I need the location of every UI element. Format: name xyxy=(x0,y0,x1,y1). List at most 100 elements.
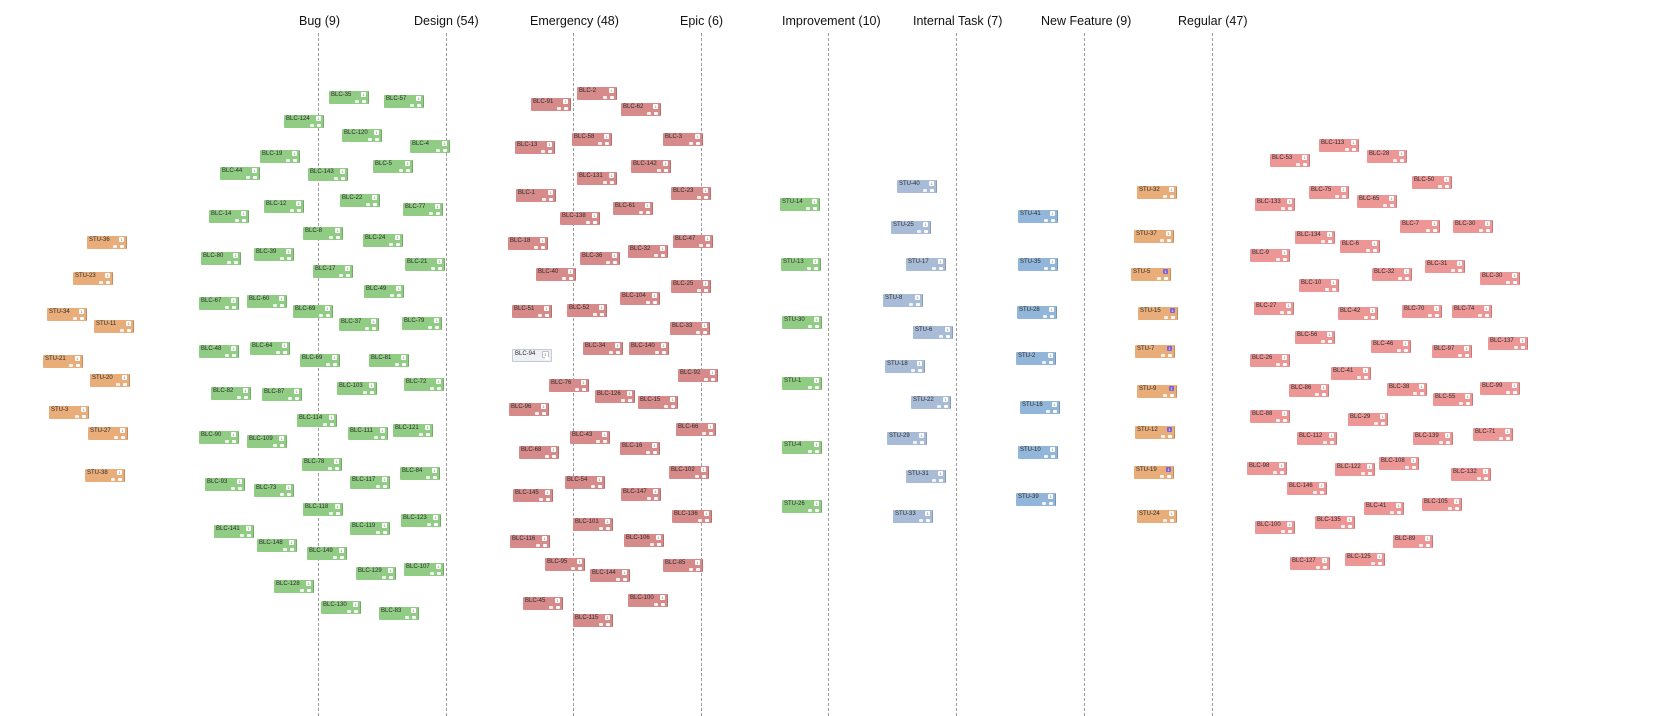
ticket-card[interactable]: BLC-22 1 xyxy=(340,194,380,207)
ticket-card[interactable]: BLC-118 1 xyxy=(303,503,343,516)
ticket-card[interactable]: STU-41 1 xyxy=(1018,210,1058,223)
ticket-card[interactable]: STU-3 1 xyxy=(49,406,89,419)
ticket-card[interactable]: BLC-130 1 xyxy=(321,601,361,614)
ticket-card[interactable]: BLC-75 1 xyxy=(1309,186,1349,199)
ticket-card[interactable]: BLC-144 1 xyxy=(590,569,630,582)
ticket-card[interactable]: STU-9 1 xyxy=(1137,385,1177,398)
ticket-card[interactable]: BLC-25 1 xyxy=(671,280,711,293)
ticket-card[interactable]: BLC-57 1 xyxy=(384,95,424,108)
ticket-card[interactable]: BLC-72 1 xyxy=(404,378,444,391)
ticket-card[interactable]: BLC-2 1 xyxy=(577,87,617,100)
ticket-card[interactable]: STU-15 1 xyxy=(1138,307,1178,320)
ticket-card[interactable]: BLC-105 1 xyxy=(1422,498,1462,511)
ticket-card[interactable]: BLC-115 1 xyxy=(573,614,613,627)
ticket-card[interactable]: BLC-114 1 xyxy=(297,414,337,427)
ticket-card[interactable]: BLC-97 1 xyxy=(1432,345,1472,358)
ticket-card[interactable]: STU-13 1 xyxy=(781,258,821,271)
ticket-card[interactable]: BLC-1 1 xyxy=(516,189,556,202)
column-header-design[interactable]: Design (54) xyxy=(414,14,479,28)
ticket-card[interactable]: STU-28 1 xyxy=(1017,306,1057,319)
ticket-card[interactable]: BLC-149 1 xyxy=(307,547,347,560)
ticket-card[interactable]: BLC-121 1 xyxy=(393,424,433,437)
ticket-card[interactable]: BLC-145 1 xyxy=(513,489,553,502)
ticket-card[interactable]: BLC-60 1 xyxy=(247,295,287,308)
ticket-card[interactable]: BLC-48 1 xyxy=(199,345,239,358)
ticket-card[interactable]: BLC-50 1 xyxy=(1412,176,1452,189)
ticket-card[interactable]: BLC-27 1 xyxy=(1254,302,1294,315)
column-header-epic[interactable]: Epic (6) xyxy=(680,14,724,28)
ticket-card[interactable]: BLC-47 1 xyxy=(673,235,713,248)
ticket-card[interactable]: BLC-91 1 xyxy=(531,98,571,111)
ticket-card[interactable]: BLC-137 1 xyxy=(1488,337,1528,350)
ticket-card[interactable]: BLC-69 1 xyxy=(300,354,340,367)
ticket-card[interactable]: STU-26 1 xyxy=(782,500,822,513)
ticket-card[interactable]: BLC-112 1 xyxy=(1297,432,1337,445)
ticket-card[interactable]: BLC-99 1 xyxy=(1480,382,1520,395)
ticket-card[interactable]: BLC-85 1 xyxy=(663,559,703,572)
ticket-card[interactable]: STU-37 1 xyxy=(1134,230,1174,243)
ticket-card[interactable]: BLC-82 1 xyxy=(211,387,251,400)
ticket-card[interactable]: BLC-88 1 xyxy=(1250,410,1290,423)
ticket-card[interactable]: BLC-126 1 xyxy=(595,390,635,403)
ticket-card[interactable]: BLC-56 1 xyxy=(1295,331,1335,344)
column-header-regular[interactable]: Regular (47) xyxy=(1178,14,1248,28)
ticket-card[interactable]: BLC-140 1 xyxy=(629,342,669,355)
column-header-improvement[interactable]: Improvement (10) xyxy=(782,14,881,28)
ticket-card[interactable]: BLC-13 1 xyxy=(515,141,555,154)
ticket-card[interactable]: BLC-18 1 xyxy=(508,237,548,250)
ticket-card[interactable]: BLC-80 1 xyxy=(201,252,241,265)
ticket-card[interactable]: BLC-43 1 xyxy=(570,431,610,444)
ticket-card[interactable]: BLC-73 1 xyxy=(254,484,294,497)
ticket-card[interactable]: BLC-54 1 xyxy=(565,476,605,489)
ticket-card[interactable]: BLC-52 1 xyxy=(567,304,607,317)
ticket-card[interactable]: BLC-129 1 xyxy=(356,567,396,580)
ticket-card[interactable]: BLC-9 1 xyxy=(1250,249,1290,262)
ticket-card[interactable]: STU-24 1 xyxy=(1137,510,1177,523)
ticket-card[interactable]: BLC-146 1 xyxy=(1287,482,1327,495)
ticket-card[interactable]: BLC-67 1 xyxy=(199,297,239,310)
ticket-card[interactable]: STU-14 1 xyxy=(780,198,820,211)
ticket-card[interactable]: BLC-38 1 xyxy=(1387,383,1427,396)
ticket-card[interactable]: BLC-104 1 xyxy=(620,292,660,305)
ticket-card[interactable]: BLC-148 1 xyxy=(257,539,297,552)
ticket-card[interactable]: BLC-78 1 xyxy=(302,458,342,471)
ticket-card[interactable]: BLC-76 1 xyxy=(549,379,589,392)
ticket-card[interactable]: BLC-16 1 xyxy=(620,442,660,455)
ticket-card[interactable]: STU-35 1 xyxy=(1018,258,1058,271)
ticket-card[interactable]: STU-10 1 xyxy=(1018,446,1058,459)
ticket-card[interactable]: BLC-89 1 xyxy=(1393,535,1433,548)
ticket-card[interactable]: BLC-102 1 xyxy=(669,466,709,479)
ticket-card[interactable]: BLC-125 1 xyxy=(1345,553,1385,566)
ticket-card[interactable]: BLC-77 1 xyxy=(403,203,443,216)
ticket-card[interactable]: BLC-34 1 xyxy=(583,342,623,355)
ticket-card[interactable]: BLC-49 1 xyxy=(364,285,404,298)
ticket-card[interactable]: STU-21 1 xyxy=(43,355,83,368)
ticket-card[interactable]: BLC-32 1 xyxy=(1372,268,1412,281)
ticket-card[interactable]: BLC-124 1 xyxy=(284,115,324,128)
ticket-card[interactable]: STU-34 1 xyxy=(47,308,87,321)
ticket-card[interactable]: BLC-65 1 xyxy=(1357,195,1397,208)
ticket-card[interactable]: BLC-66 1 xyxy=(676,423,716,436)
ticket-card[interactable]: BLC-30 1 xyxy=(1453,220,1493,233)
ticket-card[interactable]: BLC-86 1 xyxy=(1289,384,1329,397)
ticket-card[interactable]: BLC-68 1 xyxy=(519,446,559,459)
ticket-card[interactable]: BLC-44 1 xyxy=(220,167,260,180)
ticket-card[interactable]: BLC-113 1 xyxy=(1319,139,1359,152)
ticket-card[interactable]: STU-27 1 xyxy=(88,427,128,440)
ticket-card[interactable]: BLC-37 1 xyxy=(339,318,379,331)
ticket-card[interactable]: BLC-5 1 xyxy=(373,160,413,173)
column-header-bug[interactable]: Bug (9) xyxy=(299,14,340,28)
ticket-card[interactable]: BLC-122 1 xyxy=(1335,463,1375,476)
ticket-card[interactable]: BLC-55 1 xyxy=(1433,393,1473,406)
ticket-card[interactable]: BLC-10 1 xyxy=(1299,279,1339,292)
ticket-card[interactable]: STU-36 1 xyxy=(87,236,127,249)
ticket-card[interactable]: BLC-95 1 xyxy=(545,558,585,571)
ticket-card[interactable]: BLC-117 1 xyxy=(350,476,390,489)
ticket-card[interactable]: STU-17 1 xyxy=(906,258,946,271)
ticket-card[interactable]: BLC-39 1 xyxy=(254,248,294,261)
ticket-card[interactable]: STU-19 1 xyxy=(1134,466,1174,479)
ticket-card[interactable]: BLC-42 1 xyxy=(1338,307,1378,320)
ticket-card[interactable]: BLC-32 1 xyxy=(628,245,668,258)
ticket-card[interactable]: BLC-70 1 xyxy=(1402,305,1442,318)
ticket-card[interactable]: BLC-61 1 xyxy=(613,202,653,215)
